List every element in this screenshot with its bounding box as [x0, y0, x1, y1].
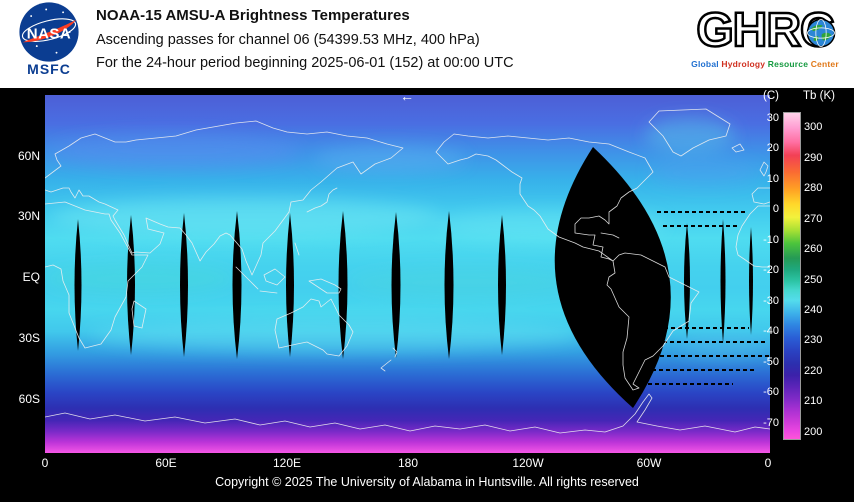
ghrc-acronym: GHRC	[680, 1, 850, 61]
footer: Copyright © 2025 The University of Alaba…	[0, 475, 854, 489]
colorbar-k-tick: 250	[804, 274, 823, 286]
x-axis-label-0r: 0	[764, 456, 772, 470]
brightness-temperature-map	[45, 95, 770, 453]
ghrc-letter-c: C	[799, 1, 836, 61]
x-axis-label-60e: 60E	[155, 456, 177, 470]
colorbar-k-tick: 270	[804, 213, 823, 225]
x-axis-label-120w: 120W	[512, 456, 544, 470]
colorbar-c-tick: -50	[763, 356, 779, 368]
nasa-wordmark: NASA	[27, 26, 71, 43]
ghrc-tagline-word: Center	[810, 59, 839, 69]
warm-patches	[45, 117, 770, 359]
colorbar-c-tick: -20	[763, 264, 779, 276]
colorbar-c-tick: 0	[772, 203, 779, 215]
colorbar-c-tick: -70	[763, 417, 779, 429]
colorbar-k-tick: 230	[804, 334, 823, 346]
y-axis-label-60n: 60N	[17, 149, 40, 163]
y-axis-label-eq: EQ	[22, 270, 40, 284]
colorbar-unit-celsius: (C)	[763, 90, 779, 102]
header: NASA MSFC NOAA-15 AMSU-A Brightness Temp…	[0, 0, 854, 88]
y-axis-label-60s: 60S	[18, 392, 40, 406]
colorbar-k-tick: 290	[804, 152, 823, 164]
title-block: NOAA-15 AMSU-A Brightness Temperatures A…	[96, 7, 514, 78]
ghrc-tagline: Global Hydrology Resource Center	[680, 59, 850, 69]
colorbar-c-tick: -60	[763, 386, 779, 398]
x-axis-label-60w: 60W	[636, 456, 662, 470]
colorbar-k-tick: 200	[804, 426, 823, 438]
x-axis-label-120e: 120E	[272, 456, 302, 470]
y-axis-label-30n: 30N	[17, 209, 40, 223]
colorbar-k-tick: 300	[804, 121, 823, 133]
ghrc-letter-h: H	[731, 3, 768, 59]
ghrc-logo: GHRC Global Hydrology Resource Center	[680, 1, 850, 69]
colorbar-k-tick: 210	[804, 395, 823, 407]
copyright-text: Copyright © 2025 The University of Alaba…	[215, 475, 639, 489]
coastlines	[45, 108, 770, 434]
ghrc-tagline-word: Hydrology	[721, 59, 766, 69]
page-subtitle-channel: Ascending passes for channel 06 (54399.5…	[96, 32, 480, 48]
ghrc-tagline-word: Global	[691, 59, 719, 69]
x-axis-label-180: 180	[397, 456, 419, 470]
colorbar-k-tick: 280	[804, 182, 823, 194]
y-axis-label-30s: 30S	[18, 331, 40, 345]
colorbar-c-tick: -10	[763, 234, 779, 246]
colorbar-unit-kelvin: Tb (K)	[803, 90, 835, 102]
colorbar-c-tick: 10	[766, 173, 779, 185]
page-subtitle-period: For the 24-hour period beginning 2025-06…	[96, 55, 514, 71]
page-title: NOAA-15 AMSU-A Brightness Temperatures	[96, 7, 410, 24]
colorbar-c-tick: 30	[766, 112, 779, 124]
ghrc-globe-icon	[806, 18, 836, 48]
data-dropout-streaks	[641, 211, 770, 385]
ghrc-letter-g: G	[695, 3, 735, 59]
x-axis-label-0l: 0	[41, 456, 49, 470]
ghrc-letter-r: R	[765, 3, 802, 59]
colorbar-k-tick: 220	[804, 365, 823, 377]
colorbar-k-tick: 240	[804, 304, 823, 316]
colorbar	[783, 112, 801, 440]
colorbar-k-tick: 260	[804, 243, 823, 255]
nasa-logo: NASA MSFC	[12, 1, 86, 77]
nasa-msfc-label: MSFC	[27, 61, 71, 77]
colorbar-c-tick: 20	[766, 142, 779, 154]
vector-arrow-icon: ←	[400, 88, 414, 104]
colorbar-c-tick: -40	[763, 325, 779, 337]
ghrc-tagline-word: Resource	[767, 59, 809, 69]
nasa-meatball-icon: NASA	[19, 2, 79, 62]
colorbar-c-tick: -30	[763, 295, 779, 307]
